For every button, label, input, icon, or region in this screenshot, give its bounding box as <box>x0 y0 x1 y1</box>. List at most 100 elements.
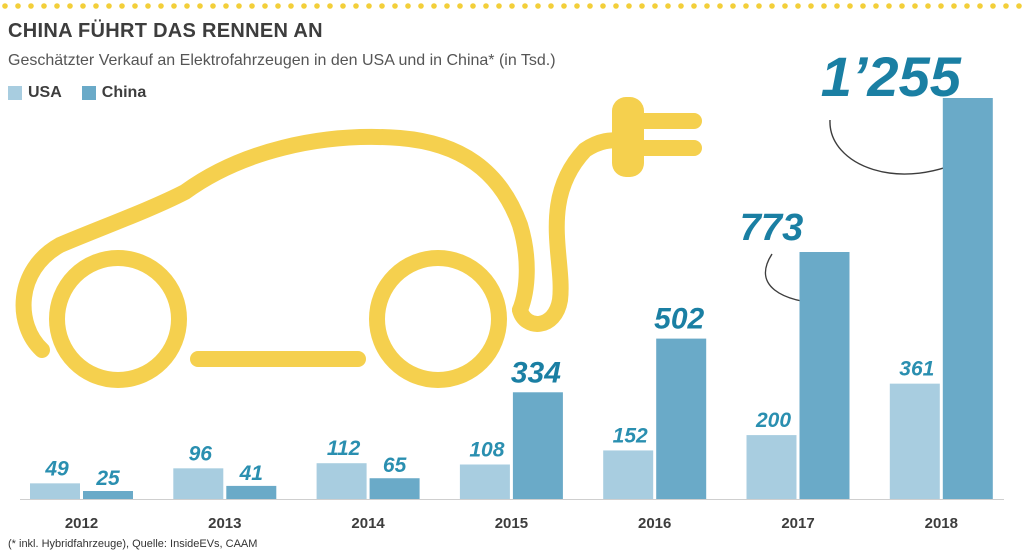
border-dot <box>886 3 892 9</box>
border-dot <box>795 3 801 9</box>
border-dot <box>587 3 593 9</box>
border-dot <box>405 3 411 9</box>
border-dot <box>873 3 879 9</box>
border-dot <box>860 3 866 9</box>
border-dot <box>106 3 112 9</box>
value-label-china-2017: 773 <box>740 207 803 249</box>
plug-head <box>612 97 644 177</box>
value-label-china-2015: 334 <box>511 356 561 389</box>
border-dot <box>288 3 294 9</box>
border-dot <box>340 3 346 9</box>
border-dot <box>184 3 190 9</box>
border-dot <box>977 3 983 9</box>
border-dot <box>262 3 268 9</box>
bar-usa-2013 <box>173 468 224 499</box>
border-dot <box>301 3 307 9</box>
border-dot <box>704 3 710 9</box>
border-dot <box>67 3 73 9</box>
legend-label-china: China <box>101 84 147 101</box>
bar-usa-2014 <box>316 463 367 499</box>
value-label-china-2014: 65 <box>383 454 407 477</box>
border-dot <box>379 3 385 9</box>
bar-usa-2012 <box>30 483 80 499</box>
border-dot <box>730 3 736 9</box>
car-body-outline <box>15 128 535 358</box>
border-dot <box>483 3 489 9</box>
border-dot <box>756 3 762 9</box>
border-dot <box>821 3 827 9</box>
value-label-usa-2014: 112 <box>327 437 361 460</box>
legend: USA China <box>8 84 166 102</box>
bar-usa-2015 <box>459 464 510 499</box>
bar-china-2013 <box>226 485 277 499</box>
border-dot <box>652 3 658 9</box>
bar-usa-2017 <box>746 435 797 499</box>
border-dot <box>626 3 632 9</box>
border-dot <box>392 3 398 9</box>
border-dot <box>1003 3 1009 9</box>
border-dot <box>639 3 645 9</box>
legend-item-china: China <box>81 84 147 102</box>
border-dot <box>80 3 86 9</box>
border-dot <box>431 3 437 9</box>
border-dot <box>158 3 164 9</box>
value-label-china-2018: 1’255 <box>821 45 962 108</box>
value-label-usa-2015: 108 <box>469 438 504 461</box>
x-tick-label-2014: 2014 <box>351 515 385 532</box>
bar-china-2012 <box>83 491 133 499</box>
border-dot <box>236 3 242 9</box>
border-dot <box>743 3 749 9</box>
value-label-usa-2017: 200 <box>755 409 791 432</box>
border-dot <box>1016 3 1022 9</box>
value-label-china-2013: 41 <box>239 462 263 485</box>
border-dot <box>145 3 151 9</box>
border-dot <box>522 3 528 9</box>
x-tick-label-2017: 2017 <box>781 515 814 532</box>
border-dot <box>548 3 554 9</box>
border-dot <box>665 3 671 9</box>
x-tick-label-2013: 2013 <box>208 515 241 532</box>
dotted-top-border <box>2 3 1022 9</box>
legend-item-usa: USA <box>8 84 62 102</box>
border-dot <box>574 3 580 9</box>
value-label-china-2012: 25 <box>95 467 120 490</box>
chart-subtitle: Geschätzter Verkauf an Elektrofahrzeugen… <box>8 52 556 69</box>
value-label-usa-2012: 49 <box>44 457 69 480</box>
border-dot <box>600 3 606 9</box>
border-dot <box>327 3 333 9</box>
x-tick-label-2018: 2018 <box>925 515 958 532</box>
border-dot <box>223 3 229 9</box>
border-dot <box>964 3 970 9</box>
bar-china-2015 <box>512 392 563 499</box>
border-dot <box>353 3 359 9</box>
border-dot <box>119 3 125 9</box>
bar-china-2016 <box>656 338 707 499</box>
bar-china-2017 <box>799 252 850 499</box>
border-dot <box>275 3 281 9</box>
charging-cable <box>512 132 632 332</box>
border-dot <box>678 3 684 9</box>
border-dot <box>496 3 502 9</box>
source-note: (* inkl. Hybridfahrzeuge), Quelle: Insid… <box>8 538 258 550</box>
border-dot <box>691 3 697 9</box>
border-dot <box>990 3 996 9</box>
bar-china-2014 <box>369 478 420 499</box>
legend-swatch-china <box>81 86 96 100</box>
border-dot <box>847 3 853 9</box>
x-tick-label-2015: 2015 <box>495 515 528 532</box>
border-dot <box>418 3 424 9</box>
border-dot <box>171 3 177 9</box>
car-plug-icon <box>15 97 702 388</box>
border-dot <box>561 3 567 9</box>
value-label-usa-2016: 152 <box>613 424 648 447</box>
border-dot <box>2 3 8 9</box>
border-dot <box>951 3 957 9</box>
legend-swatch-usa <box>8 86 22 100</box>
border-dot <box>782 3 788 9</box>
bar-usa-2016 <box>603 450 654 499</box>
bar-china-2018 <box>942 98 993 499</box>
x-tick-label-2012: 2012 <box>65 515 98 532</box>
legend-label-usa: USA <box>28 84 62 101</box>
border-dot <box>717 3 723 9</box>
value-label-usa-2018: 361 <box>899 358 934 381</box>
